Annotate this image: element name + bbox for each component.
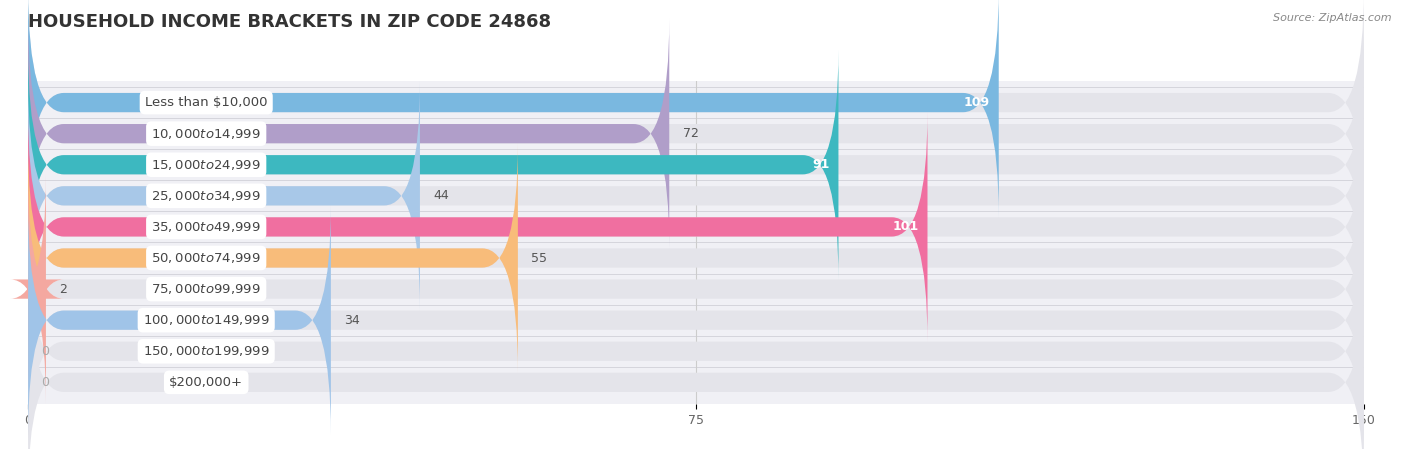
Text: 0: 0 [42, 376, 49, 389]
FancyBboxPatch shape [10, 174, 63, 404]
Text: Source: ZipAtlas.com: Source: ZipAtlas.com [1274, 13, 1392, 23]
FancyBboxPatch shape [28, 81, 420, 311]
Text: 72: 72 [683, 127, 699, 140]
FancyBboxPatch shape [28, 206, 1364, 435]
Text: $150,000 to $199,999: $150,000 to $199,999 [143, 344, 270, 358]
FancyBboxPatch shape [28, 81, 1364, 311]
Text: $35,000 to $49,999: $35,000 to $49,999 [152, 220, 262, 234]
Text: $25,000 to $34,999: $25,000 to $34,999 [152, 189, 262, 203]
Text: Less than $10,000: Less than $10,000 [145, 96, 267, 109]
Text: $50,000 to $74,999: $50,000 to $74,999 [152, 251, 262, 265]
FancyBboxPatch shape [28, 143, 517, 373]
Text: $100,000 to $149,999: $100,000 to $149,999 [143, 313, 270, 327]
FancyBboxPatch shape [28, 112, 928, 342]
FancyBboxPatch shape [28, 0, 998, 217]
FancyBboxPatch shape [28, 143, 1364, 373]
Text: 55: 55 [531, 251, 547, 264]
Text: $15,000 to $24,999: $15,000 to $24,999 [152, 158, 262, 172]
Text: 0: 0 [42, 345, 49, 358]
FancyBboxPatch shape [28, 19, 669, 248]
FancyBboxPatch shape [28, 112, 1364, 342]
Text: $10,000 to $14,999: $10,000 to $14,999 [152, 127, 262, 141]
FancyBboxPatch shape [28, 268, 1364, 449]
FancyBboxPatch shape [28, 237, 1364, 449]
Text: $75,000 to $99,999: $75,000 to $99,999 [152, 282, 262, 296]
Text: HOUSEHOLD INCOME BRACKETS IN ZIP CODE 24868: HOUSEHOLD INCOME BRACKETS IN ZIP CODE 24… [28, 13, 551, 31]
FancyBboxPatch shape [28, 50, 1364, 279]
Text: 44: 44 [433, 189, 449, 202]
Text: 109: 109 [963, 96, 990, 109]
FancyBboxPatch shape [28, 174, 1364, 404]
Text: $200,000+: $200,000+ [169, 376, 243, 389]
Text: 91: 91 [813, 158, 830, 171]
Text: 2: 2 [59, 282, 67, 295]
FancyBboxPatch shape [28, 0, 1364, 217]
FancyBboxPatch shape [28, 19, 1364, 248]
Text: 34: 34 [344, 314, 360, 327]
FancyBboxPatch shape [28, 206, 330, 435]
Text: 101: 101 [893, 220, 918, 233]
FancyBboxPatch shape [28, 50, 838, 279]
